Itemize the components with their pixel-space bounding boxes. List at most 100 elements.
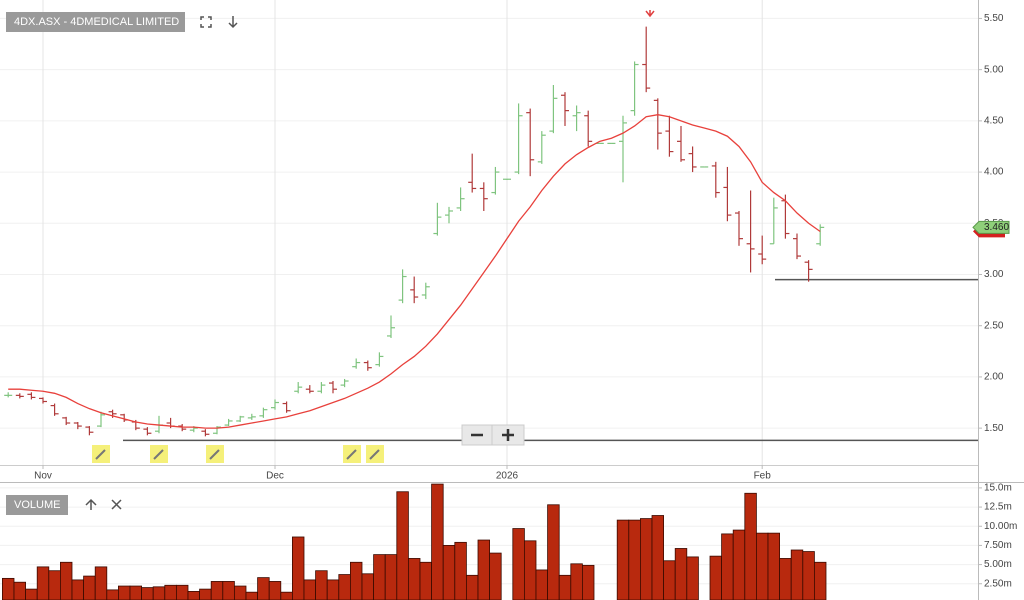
volume-bar [396,491,409,600]
y-tick-label: 2.50m [984,578,1012,589]
y-tick-label: 12.5m [984,502,1012,513]
volume-bar [48,570,61,600]
y-tick-label: 2.00 [984,372,1004,383]
annotation-icons[interactable] [92,445,384,463]
volume-bar [71,579,85,600]
volume-bar [570,563,583,600]
volume-bar [524,540,537,600]
volume-bar [732,529,746,600]
volume-bar [106,589,119,600]
volume-bar [419,561,433,600]
volume-bar [118,585,131,600]
volume-bar [790,549,804,600]
volume-bar [257,577,270,600]
volume-bar [373,554,386,600]
volume-bar [465,574,479,600]
volume-bar [721,533,734,600]
y-tick-label: 4.00 [984,167,1004,178]
close-icon[interactable] [111,499,122,510]
volume-bar [616,519,630,600]
high-marker [645,10,655,18]
volume-bar [210,581,224,600]
volume-bar [187,591,201,600]
volume-bar [141,587,154,600]
download-icon[interactable] [228,16,238,29]
volume-bar [268,581,282,600]
last-price-label: 3.460 [984,222,1009,233]
volume-bar [129,585,143,600]
volume-bar [756,532,769,600]
volume-bar [431,483,444,600]
volume-bar [651,515,665,600]
volume-bar [361,573,375,600]
volume-bar [454,541,467,600]
moving-average [8,114,821,429]
volume-bar [628,519,641,600]
volume-bar [674,548,688,600]
volume-bar [152,586,166,600]
chart-title: 4DX.ASX - 4DMEDICAL LIMITED [14,16,179,28]
y-tick-label: 5.50 [984,13,1004,24]
volume-bar [442,545,456,600]
zoom-controls[interactable] [461,424,525,446]
volume-bar [199,588,212,600]
volume-bar [558,574,572,600]
volume-bar [94,566,108,600]
volume-bar [779,558,792,600]
volume-title: VOLUME [14,499,60,511]
x-tick-label: 2026 [496,471,519,482]
volume-bar [315,570,328,600]
y-tick-label: 4.50 [984,115,1004,126]
volume-bar [535,569,549,600]
volume-bar [407,558,421,600]
volume-bar [36,566,50,600]
volume-bar [814,561,827,600]
volume-bar [60,561,73,600]
volume-bar [164,584,177,600]
volume-bar [802,551,815,600]
x-tick-label: Nov [34,471,52,482]
volume-bar [326,579,340,600]
volume-bar [291,536,305,600]
volume-bar [280,591,293,600]
volume-bar [547,504,560,600]
x-tick-label: Feb [754,471,772,482]
y-tick-label: 3.00 [984,269,1004,280]
volume-bar [709,555,723,600]
volume-bar [25,588,38,600]
x-tick-label: Dec [266,471,284,482]
y-tick-label: 2.50 [984,320,1004,331]
volume-bar [477,539,491,600]
volume-bar [245,591,259,600]
move-up-icon[interactable] [85,498,97,510]
volume-bar [384,554,398,600]
last-price-tag [972,220,1010,234]
volume-bar [222,581,235,600]
volume-bar [582,564,595,600]
volume-bar [512,528,525,600]
volume-bar [303,579,317,600]
volume-bar [686,556,699,600]
y-tick-label: 5.00m [984,559,1012,570]
volume-bar [1,577,15,600]
volume-bar [489,552,502,600]
y-tick-label: 7.50m [984,540,1012,551]
volume-bar [744,492,757,600]
volume-title-box [6,495,68,515]
volume-bar [640,518,653,600]
volume-bar [663,560,676,600]
volume-bar [83,575,96,600]
y-tick-label: 1.50 [984,423,1004,434]
fullscreen-icon[interactable] [200,16,212,28]
y-tick-label: 5.00 [984,64,1004,75]
volume-bar [175,584,189,600]
volume-bar [233,585,247,600]
y-tick-label: 10.00m [984,521,1017,532]
volume-bar [349,561,363,600]
y-tick-label: 15.0m [984,483,1012,494]
volume-bar [13,581,27,600]
volume-bar [338,574,351,600]
